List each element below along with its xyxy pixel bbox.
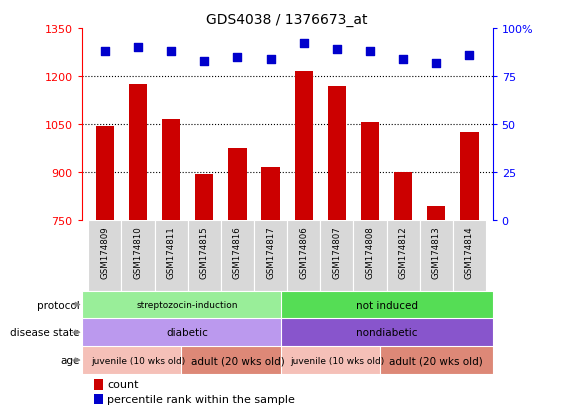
Text: count: count	[107, 380, 138, 389]
Text: GSM174809: GSM174809	[100, 226, 109, 278]
Bar	[461, 133, 479, 221]
Bar	[287, 221, 320, 291]
Point	[299, 41, 308, 47]
Bar	[453, 221, 486, 291]
Text: diabetic: diabetic	[167, 328, 209, 337]
Bar	[229, 149, 247, 221]
Bar	[328, 86, 346, 221]
Text: GSM174808: GSM174808	[365, 226, 374, 279]
Text: adult (20 wks old): adult (20 wks old)	[390, 355, 483, 365]
Point	[266, 56, 275, 63]
Bar	[354, 221, 387, 291]
Bar	[320, 221, 354, 291]
Bar	[155, 221, 187, 291]
Text: GSM174807: GSM174807	[332, 226, 341, 279]
Text: GSM174812: GSM174812	[399, 226, 408, 279]
Bar	[96, 126, 114, 221]
Bar	[82, 319, 294, 347]
Bar	[380, 347, 493, 374]
Bar	[82, 291, 294, 319]
Bar	[427, 206, 445, 221]
Text: GSM174811: GSM174811	[167, 226, 176, 279]
Bar	[187, 221, 221, 291]
Text: GSM174806: GSM174806	[299, 226, 308, 279]
Bar	[280, 291, 493, 319]
Text: GSM174810: GSM174810	[133, 226, 142, 279]
Bar	[280, 347, 393, 374]
Text: juvenile (10 wks old): juvenile (10 wks old)	[290, 356, 384, 365]
Text: streptozocin-induction: streptozocin-induction	[137, 300, 239, 309]
Text: not induced: not induced	[356, 300, 418, 310]
Bar	[181, 347, 294, 374]
Bar	[254, 221, 287, 291]
Text: GSM174813: GSM174813	[432, 226, 441, 279]
Text: disease state: disease state	[10, 328, 79, 337]
Bar	[261, 168, 280, 221]
Text: GSM174815: GSM174815	[200, 226, 209, 279]
Text: juvenile (10 wks old): juvenile (10 wks old)	[91, 356, 185, 365]
Text: age: age	[60, 355, 79, 365]
Text: GSM174817: GSM174817	[266, 226, 275, 279]
Text: nondiabetic: nondiabetic	[356, 328, 417, 337]
Point	[133, 45, 142, 51]
Bar	[88, 221, 122, 291]
Text: protocol: protocol	[37, 300, 79, 310]
Bar	[394, 173, 412, 221]
Text: percentile rank within the sample: percentile rank within the sample	[107, 394, 295, 404]
Bar	[82, 347, 194, 374]
Bar	[122, 221, 155, 291]
Bar	[294, 72, 313, 221]
Text: GSM174816: GSM174816	[233, 226, 242, 279]
Bar	[195, 174, 213, 221]
Point	[332, 47, 341, 53]
Point	[399, 56, 408, 63]
Bar	[419, 221, 453, 291]
Point	[167, 49, 176, 55]
Bar	[94, 379, 103, 390]
Text: adult (20 wks old): adult (20 wks old)	[190, 355, 284, 365]
Bar	[280, 319, 493, 347]
Point	[100, 49, 109, 55]
Bar	[129, 85, 147, 221]
Bar	[387, 221, 419, 291]
Point	[432, 60, 441, 66]
Point	[465, 52, 474, 59]
Bar	[162, 120, 180, 221]
Text: GSM174814: GSM174814	[465, 226, 474, 279]
Point	[233, 55, 242, 61]
Point	[200, 58, 209, 65]
Point	[365, 49, 374, 55]
Title: GDS4038 / 1376673_at: GDS4038 / 1376673_at	[207, 12, 368, 26]
Bar	[221, 221, 254, 291]
Bar	[361, 123, 379, 221]
Bar	[94, 394, 103, 404]
